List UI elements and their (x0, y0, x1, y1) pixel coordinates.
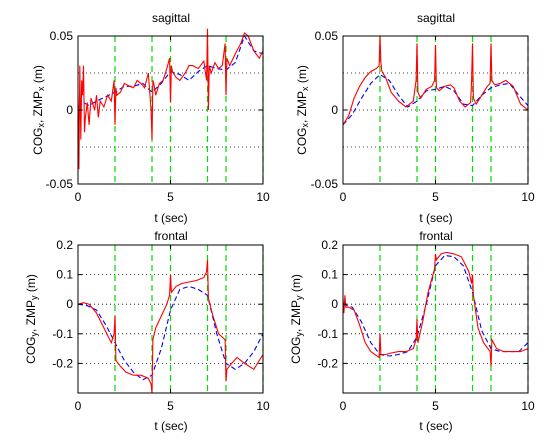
y-tick-label: 0.2 (321, 238, 338, 252)
chart-title: frontal (154, 229, 187, 243)
x-axis-label: t (sec) (419, 419, 452, 433)
y-axis-label: COGx, ZMPx (m) (295, 65, 310, 155)
y-tick-label: -0.2 (52, 356, 73, 370)
series-line-solid (342, 35, 529, 126)
series-line-dashed (77, 34, 264, 108)
y-tick-label: -0.1 (52, 327, 73, 341)
y-tick-label: -0.2 (317, 356, 338, 370)
series-line-dashed (342, 254, 529, 357)
x-axis-label: t (sec) (154, 419, 187, 433)
y-tick-label: 0 (66, 297, 73, 311)
x-tick-label: 5 (167, 190, 174, 204)
chart-title: frontal (419, 229, 452, 243)
x-tick-label: 10 (256, 399, 270, 413)
y-tick-label: 0.05 (50, 29, 74, 43)
series-line-solid (77, 259, 264, 394)
x-tick-label: 0 (75, 399, 82, 413)
y-tick-label: -0.1 (317, 327, 338, 341)
y-tick-label: -0.05 (311, 177, 339, 191)
series-line-dashed (77, 285, 264, 381)
x-axis-label: t (sec) (154, 211, 187, 225)
series-line-solid (77, 28, 264, 170)
chart-panel-frontal-left: frontal 0 5 10 -0.2 -0.1 0 0.1 0.2 t (sec) COGy… (24, 229, 270, 433)
y-tick-label: 0.1 (56, 268, 73, 282)
x-axis-label: t (sec) (419, 211, 452, 225)
x-tick-label: 5 (432, 190, 439, 204)
chart-panel-frontal-right: frontal 0 5 10 -0.2 -0.1 0 0.1 0.2 t (sec) COGy… (289, 229, 535, 433)
x-tick-label: 5 (167, 399, 174, 413)
chart-title: sagittal (417, 11, 455, 25)
series-line-solid (342, 251, 529, 367)
y-tick-label: 0 (331, 103, 338, 117)
x-tick-label: 5 (432, 399, 439, 413)
y-axis-label: COGy, ZMPy (m) (24, 274, 39, 364)
y-axis-label: COGx, ZMPx (m) (31, 65, 46, 155)
y-tick-label: -0.05 (46, 177, 74, 191)
x-tick-label: 10 (521, 190, 535, 204)
y-tick-label: 0 (66, 103, 73, 117)
y-tick-label: 0.05 (315, 29, 339, 43)
series-line-dashed (342, 73, 529, 126)
y-tick-label: 0.1 (321, 268, 338, 282)
x-tick-label: 0 (75, 190, 82, 204)
chart-title: sagittal (152, 11, 190, 25)
y-tick-label: 0.2 (56, 238, 73, 252)
x-tick-label: 0 (340, 190, 347, 204)
y-axis-label: COGy, ZMPy (m) (289, 274, 304, 364)
x-tick-label: 10 (521, 399, 535, 413)
x-tick-label: 0 (340, 399, 347, 413)
y-tick-label: 0 (331, 297, 338, 311)
x-tick-label: 10 (256, 190, 270, 204)
